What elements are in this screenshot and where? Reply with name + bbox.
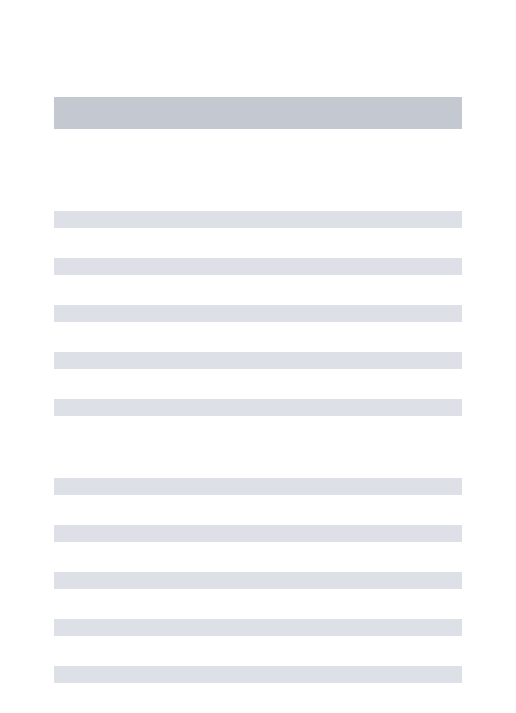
spacer bbox=[54, 542, 462, 572]
spacer bbox=[54, 129, 462, 211]
text-line-placeholder bbox=[54, 525, 462, 542]
text-line-placeholder bbox=[54, 305, 462, 322]
line-groups-container bbox=[54, 211, 462, 683]
text-line-placeholder bbox=[54, 211, 462, 228]
spacer bbox=[54, 228, 462, 258]
title-placeholder-bar bbox=[54, 97, 462, 129]
text-line-placeholder bbox=[54, 258, 462, 275]
spacer bbox=[54, 495, 462, 525]
text-line-placeholder bbox=[54, 666, 462, 683]
text-line-placeholder bbox=[54, 619, 462, 636]
text-line-placeholder bbox=[54, 478, 462, 495]
spacer bbox=[54, 369, 462, 399]
text-line-placeholder bbox=[54, 572, 462, 589]
spacer bbox=[54, 636, 462, 666]
spacer bbox=[54, 275, 462, 305]
spacer bbox=[54, 322, 462, 352]
text-line-placeholder bbox=[54, 352, 462, 369]
spacer bbox=[54, 589, 462, 619]
text-line-placeholder bbox=[54, 399, 462, 416]
spacer bbox=[54, 416, 462, 478]
document-skeleton bbox=[0, 0, 516, 713]
